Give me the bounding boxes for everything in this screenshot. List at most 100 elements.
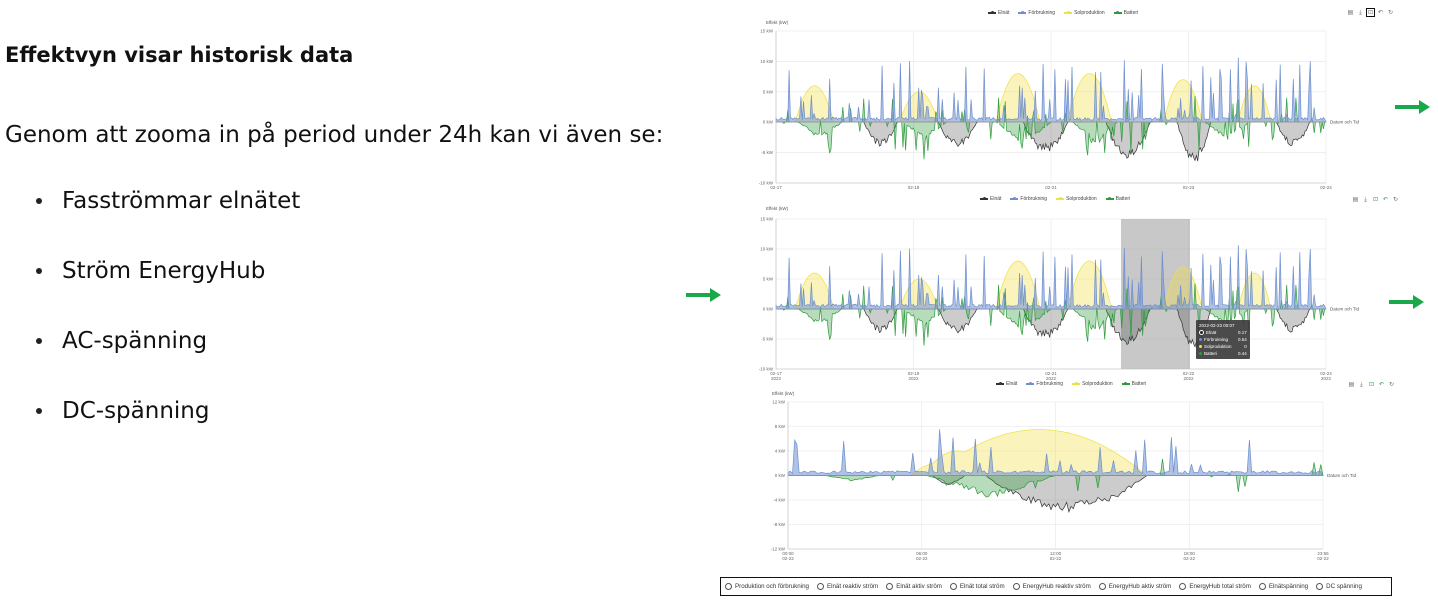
x-tick-label: 02-22 bbox=[1317, 556, 1329, 561]
radio-option[interactable]: Produktion och förbrukning bbox=[725, 583, 809, 590]
radio-circle-icon[interactable] bbox=[816, 583, 824, 590]
download-icon[interactable]: ⤓ bbox=[1364, 195, 1367, 203]
radio-option[interactable]: EnergyHub reaktiv ström bbox=[1012, 583, 1091, 590]
radio-circle-icon[interactable] bbox=[1179, 583, 1187, 590]
chart-plot-area[interactable]: 12 kW8 kW4 kW0 kW-4 kW-8 kW-12 kW00:0002… bbox=[748, 377, 1398, 572]
legend-item-elnat[interactable]: Elnät bbox=[980, 196, 1001, 202]
legend-item-solproduktion[interactable]: Solproduktion bbox=[1064, 10, 1105, 16]
x-tick-label: 2022 bbox=[771, 376, 782, 381]
zoom-reset-icon[interactable]: ↶ bbox=[1382, 196, 1389, 203]
zoom-icon[interactable]: ⊡ bbox=[1368, 381, 1375, 388]
radio-option[interactable]: Elnätspänning bbox=[1258, 583, 1309, 590]
y-tick-label: 15 kW bbox=[760, 29, 774, 34]
tooltip-row: Batteri 0.44 bbox=[1199, 350, 1247, 357]
zoom-reset-icon[interactable]: ↶ bbox=[1377, 9, 1384, 16]
radio-label: Elnät reaktiv ström bbox=[826, 583, 879, 590]
series-forbrukning bbox=[787, 429, 1324, 476]
legend-item-batteri[interactable]: Batteri bbox=[1113, 10, 1138, 16]
zoom-icon[interactable]: ⊡ bbox=[1372, 196, 1379, 203]
y-tick-label: -5 kW bbox=[761, 337, 774, 342]
restore-icon[interactable]: ↻ bbox=[1387, 9, 1394, 16]
chart-toolbox[interactable]: ▤ ⤓ ⊡ ↶ ↻ bbox=[1347, 8, 1394, 17]
arrow-right-icon bbox=[1395, 100, 1430, 114]
y-tick-label: 15 kW bbox=[760, 217, 774, 222]
radio-option[interactable]: Elnät aktiv ström bbox=[886, 583, 942, 590]
tooltip-row: Elnät 0.17 bbox=[1199, 329, 1247, 336]
zoom-icon[interactable]: ⊡ bbox=[1366, 8, 1375, 17]
radio-option[interactable]: Elnät reaktiv ström bbox=[816, 583, 879, 590]
radio-circle-icon[interactable] bbox=[1098, 583, 1106, 590]
legend-item-forbrukning[interactable]: Förbrukning bbox=[1026, 381, 1063, 387]
legend-item-batteri[interactable]: Batteri bbox=[1105, 196, 1130, 202]
x-tick-label: 02-18 bbox=[908, 185, 920, 190]
chart-legend[interactable]: Elnät Förbrukning Solproduktion Batteri bbox=[988, 10, 1138, 16]
data-view-icon[interactable]: ▤ bbox=[1352, 196, 1359, 203]
y-tick-label: 0 kW bbox=[763, 307, 774, 312]
restore-icon[interactable]: ↻ bbox=[1392, 196, 1399, 203]
x-tick-label: 2022 bbox=[1321, 190, 1332, 191]
radio-circle-icon[interactable] bbox=[725, 583, 732, 590]
x-axis-title: Datum och Tid bbox=[1327, 473, 1357, 478]
restore-icon[interactable]: ↻ bbox=[1388, 381, 1395, 388]
y-tick-label: -4 kW bbox=[773, 498, 786, 503]
radio-circle-icon[interactable] bbox=[949, 583, 957, 590]
legend-item-forbrukning[interactable]: Förbrukning bbox=[1010, 196, 1047, 202]
x-tick-label: 00:00 bbox=[782, 551, 794, 556]
chart-tooltip: 2022-02-23 00:07 Elnät 0.17 Förbrukning 0.… bbox=[1196, 320, 1250, 359]
legend-item-elnat[interactable]: Elnät bbox=[988, 10, 1009, 16]
radio-label: Elnätspänning bbox=[1268, 583, 1309, 590]
x-tick-label: 02-24 bbox=[1320, 371, 1332, 376]
radio-option[interactable]: DC spänning bbox=[1316, 583, 1362, 590]
download-icon[interactable]: ⤓ bbox=[1360, 380, 1363, 388]
radio-option[interactable]: EnergyHub total ström bbox=[1179, 583, 1251, 590]
download-icon[interactable]: ⤓ bbox=[1359, 8, 1362, 16]
radio-option[interactable]: Elnät total ström bbox=[949, 583, 1005, 590]
bullet-item: Ström EnergyHub bbox=[36, 258, 300, 328]
power-chart-week[interactable]: Elnät Förbrukning Solproduktion Batteri … bbox=[748, 6, 1398, 191]
y-tick-label: 4 kW bbox=[775, 449, 786, 454]
radio-circle-icon[interactable] bbox=[1012, 583, 1020, 590]
legend-item-elnat[interactable]: Elnät bbox=[996, 381, 1017, 387]
power-chart-day[interactable]: Elnät Förbrukning Solproduktion Batteri … bbox=[748, 377, 1398, 572]
zoom-reset-icon[interactable]: ↶ bbox=[1378, 381, 1385, 388]
radio-circle-icon[interactable] bbox=[1316, 583, 1324, 590]
view-selector[interactable]: Produktion och förbrukning Elnät reaktiv … bbox=[720, 577, 1392, 596]
chart-legend[interactable]: Elnät Förbrukning Solproduktion Batteri bbox=[996, 381, 1146, 387]
radio-circle-icon[interactable] bbox=[1258, 583, 1266, 590]
x-tick-label: 06:00 bbox=[916, 551, 928, 556]
radio-option[interactable]: EnergyHub aktiv ström bbox=[1098, 583, 1171, 590]
y-tick-label: 12 kW bbox=[772, 400, 786, 405]
x-tick-label: 02-19 bbox=[908, 371, 920, 376]
y-axis-title: Effekt (kW) bbox=[766, 206, 789, 211]
legend-item-solproduktion[interactable]: Solproduktion bbox=[1072, 381, 1113, 387]
tooltip-row: Förbrukning 0.54 bbox=[1199, 336, 1247, 343]
y-axis-title: Effekt (kW) bbox=[772, 391, 795, 396]
x-tick-label: 02-21 bbox=[1045, 371, 1057, 376]
x-axis-title: Datum och Tid bbox=[1330, 307, 1360, 312]
radio-circle-icon[interactable] bbox=[886, 583, 894, 590]
radio-label: EnergyHub total ström bbox=[1189, 583, 1251, 590]
arrow-right-icon bbox=[686, 288, 721, 302]
x-tick-label: 2022 bbox=[908, 190, 919, 191]
legend-item-batteri[interactable]: Batteri bbox=[1121, 381, 1146, 387]
x-tick-label: 02-21 bbox=[1045, 185, 1057, 190]
legend-item-solproduktion[interactable]: Solproduktion bbox=[1056, 196, 1097, 202]
series-solproduktion bbox=[788, 429, 1323, 476]
legend-item-forbrukning[interactable]: Förbrukning bbox=[1018, 10, 1055, 16]
power-chart-week-zoom[interactable]: Elnät Förbrukning Solproduktion Batteri … bbox=[748, 192, 1398, 382]
data-view-icon[interactable]: ▤ bbox=[1347, 9, 1354, 16]
x-tick-label: 02-22 bbox=[916, 556, 928, 561]
x-tick-label: 2022 bbox=[1183, 376, 1194, 381]
x-tick-label: 18:00 bbox=[1184, 551, 1196, 556]
chart-toolbox[interactable]: ▤ ⤓ ⊡ ↶ ↻ bbox=[1352, 195, 1399, 204]
x-tick-label: 2022 bbox=[1183, 190, 1194, 191]
chart-toolbox[interactable]: ▤ ⤓ ⊡ ↶ ↻ bbox=[1348, 380, 1395, 389]
data-view-icon[interactable]: ▤ bbox=[1348, 381, 1355, 388]
x-tick-label: 02-22 bbox=[1183, 556, 1195, 561]
chart-legend[interactable]: Elnät Förbrukning Solproduktion Batteri bbox=[980, 196, 1130, 202]
x-tick-label: 2022 bbox=[1046, 190, 1057, 191]
y-tick-label: -10 kW bbox=[759, 367, 774, 372]
bullet-item: DC-spänning bbox=[36, 398, 300, 468]
